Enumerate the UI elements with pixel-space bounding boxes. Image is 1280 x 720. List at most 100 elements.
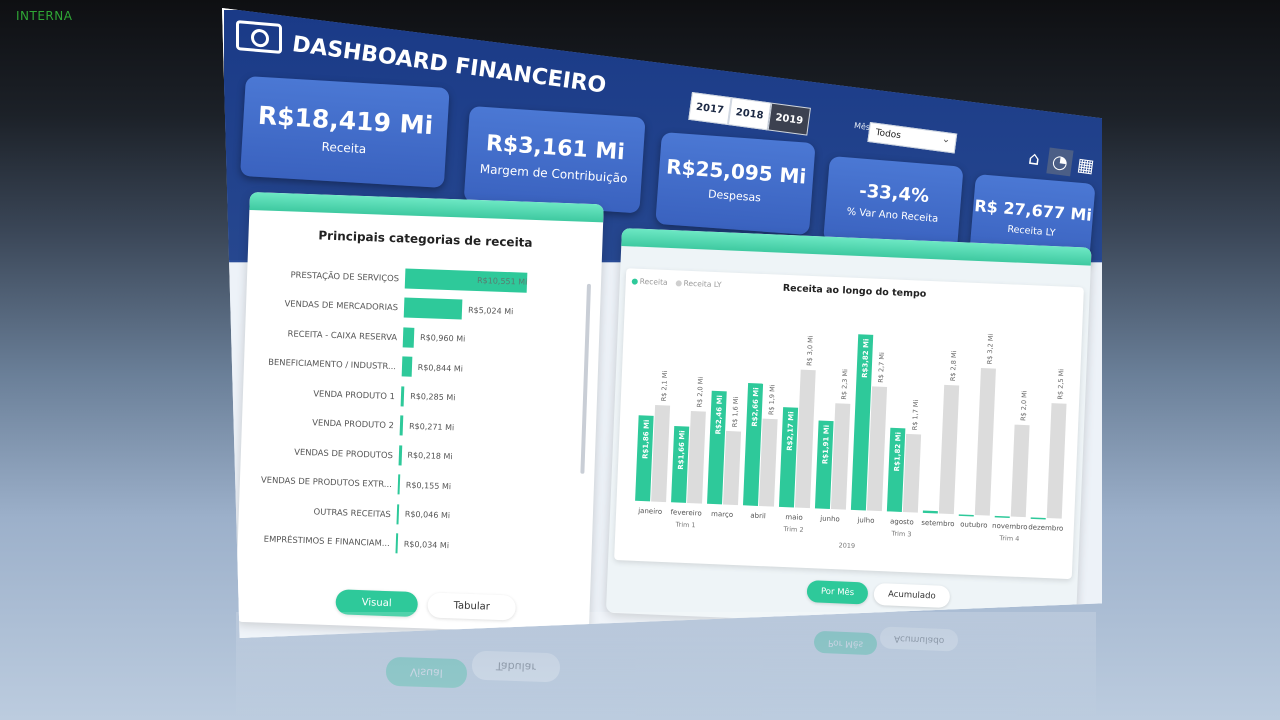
receita-bar[interactable] xyxy=(850,334,874,511)
month-tick-label: dezembro xyxy=(1028,523,1063,532)
receita-value-label: R$1,91 Mi xyxy=(821,425,831,465)
receita-ly-bar[interactable] xyxy=(651,404,671,503)
receita-value-label: R$3,82 Mi xyxy=(861,338,871,378)
receita-bar[interactable] xyxy=(707,390,727,505)
month-tick-label: agosto xyxy=(890,517,914,526)
year-2018-button[interactable]: 2018 xyxy=(727,97,772,131)
month-tick-label: fevereiro xyxy=(670,508,702,517)
month-tick-label: julho xyxy=(856,516,874,525)
receita-value-label: R$1,86 Mi xyxy=(641,419,651,459)
month-tick-label: abril xyxy=(750,512,766,521)
chart-area: Receita Receita LY Receita ao longo do t… xyxy=(614,268,1084,580)
kpi-value: R$ 27,677 Mi xyxy=(973,196,1093,225)
money-logo-icon xyxy=(236,19,282,55)
category-bar[interactable] xyxy=(399,415,404,436)
receita-ly-bar[interactable] xyxy=(938,384,960,515)
category-bar[interactable] xyxy=(402,327,415,348)
category-bar[interactable] xyxy=(401,356,413,377)
receita-ly-value-label: R$ 2,7 Mi xyxy=(877,352,886,383)
category-label: RECEITA - CAIXA RESERVA xyxy=(287,328,398,342)
category-value-label: R$0,271 Mi xyxy=(408,421,455,433)
category-label: OUTRAS RECEITAS xyxy=(313,506,392,519)
month-tick-label: março xyxy=(711,510,733,519)
year-2019-button[interactable]: 2019 xyxy=(767,102,811,136)
receita-value-label: R$2,66 Mi xyxy=(751,387,761,427)
acumulado-button[interactable]: Acumulado xyxy=(873,582,951,609)
receita-value-label: R$1,66 Mi xyxy=(677,430,687,470)
receita-value-label: R$2,46 Mi xyxy=(714,395,724,435)
reflection-visual: Visual xyxy=(385,656,468,689)
receita-value-label: R$2,17 Mi xyxy=(786,411,796,451)
receita-ly-bar[interactable] xyxy=(1046,403,1067,519)
receita-ly-bar[interactable] xyxy=(794,369,816,509)
receita-bar[interactable] xyxy=(671,426,690,503)
receita-ly-value-label: R$ 1,6 Mi xyxy=(731,396,740,427)
monthly-revenue-chart: R$1,86 Mi R$ 2,1 Mi janeiro R$1,66 Mi R$ 2,0… xyxy=(635,333,1067,550)
receita-ly-value-label: R$ 3,2 Mi xyxy=(986,333,995,364)
gauge-icon[interactable]: ◔ xyxy=(1046,147,1074,177)
chart-title: Principais categorias de receita xyxy=(318,228,533,250)
dashboard-panel: DASHBOARD FINANCEIRO 2017 2018 2019 Mês … xyxy=(222,8,1102,638)
category-label: VENDA PRODUTO 1 xyxy=(313,388,396,401)
category-label: VENDA PRODUTO 2 xyxy=(312,417,395,431)
reflection-tabular: Tabular xyxy=(471,650,561,683)
por-mes-button[interactable]: Por Mês xyxy=(806,580,869,605)
receita-bar[interactable] xyxy=(814,420,834,509)
revenue-categories-card: Principais categorias de receita PRESTAÇ… xyxy=(234,192,604,635)
category-value-label: R$0,155 Mi xyxy=(405,480,452,491)
panel-reflection: Visual Tabular Por Mês Acumulado xyxy=(236,612,1096,720)
receita-ly-value-label: R$ 2,0 Mi xyxy=(1019,390,1028,421)
receita-ly-value-label: R$ 2,0 Mi xyxy=(696,377,705,408)
category-bar[interactable] xyxy=(400,386,405,407)
kpi-receita: R$18,419 Mi Receita xyxy=(240,76,450,188)
receita-bar[interactable] xyxy=(742,383,764,506)
receita-ly-value-label: R$ 2,1 Mi xyxy=(660,370,669,401)
category-value-label: R$0,046 Mi xyxy=(404,509,451,521)
category-bar[interactable] xyxy=(403,297,463,320)
kpi-value: -33,4% xyxy=(858,180,930,208)
reflection-acumulado: Acumulado xyxy=(879,626,959,652)
receita-ly-bar[interactable] xyxy=(1010,424,1030,518)
receita-ly-bar[interactable] xyxy=(758,418,778,507)
category-value-label: R$10,551 Mi xyxy=(476,276,528,287)
category-label: VENDAS DE PRODUTOS EXTR... xyxy=(260,474,393,490)
receita-bar[interactable] xyxy=(958,514,974,517)
receita-ly-bar[interactable] xyxy=(723,430,742,506)
period-toggle: Por Mês Acumulado xyxy=(806,580,951,609)
month-tick-label: janeiro xyxy=(637,507,662,516)
kpi-margem: R$3,161 Mi Margem de Contribuição xyxy=(463,106,646,214)
category-bar[interactable] xyxy=(397,474,401,495)
category-bar[interactable] xyxy=(398,445,402,466)
receita-bar[interactable] xyxy=(994,515,1010,518)
receita-value-label: R$1,82 Mi xyxy=(893,432,903,472)
category-bar[interactable] xyxy=(395,533,399,554)
receita-ly-bar[interactable] xyxy=(687,411,706,504)
home-icon[interactable]: ⌂ xyxy=(1027,147,1042,170)
receita-ly-bar[interactable] xyxy=(902,433,922,513)
receita-bar[interactable] xyxy=(922,510,938,514)
category-value-label: R$5,024 Mi xyxy=(467,305,514,317)
quarter-tick-label: Trim 1 xyxy=(674,520,695,529)
category-label: BENEFICIAMENTO / INDUSTR... xyxy=(268,356,397,372)
receita-ly-value-label: R$ 1,7 Mi xyxy=(911,399,920,430)
classification-tag: INTERNA xyxy=(16,9,73,23)
receita-bar[interactable] xyxy=(1030,517,1046,520)
receita-ly-bar[interactable] xyxy=(830,403,851,510)
category-value-label: R$0,960 Mi xyxy=(419,333,466,344)
receita-ly-value-label: R$ 2,8 Mi xyxy=(949,350,958,381)
category-bar[interactable] xyxy=(396,504,400,525)
receita-ly-bar[interactable] xyxy=(974,367,996,516)
receita-ly-value-label: R$ 2,5 Mi xyxy=(1056,369,1065,400)
month-tick-label: maio xyxy=(785,513,803,522)
receita-bar[interactable] xyxy=(886,427,906,512)
kpi-value: R$3,161 Mi xyxy=(485,131,626,166)
dashboard: DASHBOARD FINANCEIRO 2017 2018 2019 Mês … xyxy=(224,10,1102,638)
kpi-despesas: R$25,095 Mi Despesas xyxy=(655,132,816,236)
year-tick-label: 2019 xyxy=(838,541,855,550)
category-label: VENDAS DE MERCADORIAS xyxy=(284,298,399,313)
receita-ly-bar[interactable] xyxy=(866,386,888,512)
receita-bar[interactable] xyxy=(635,415,654,502)
receita-bar[interactable] xyxy=(778,407,799,508)
table-icon[interactable]: ▦ xyxy=(1075,153,1096,177)
year-2017-button[interactable]: 2017 xyxy=(688,92,732,126)
